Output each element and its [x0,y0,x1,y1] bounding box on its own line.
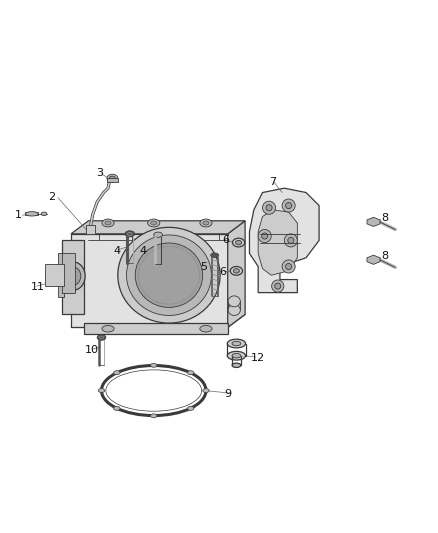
Ellipse shape [232,341,241,346]
Polygon shape [86,225,95,234]
Ellipse shape [61,262,85,290]
Ellipse shape [211,253,219,257]
Ellipse shape [105,221,111,225]
Ellipse shape [236,240,242,245]
Ellipse shape [98,389,105,392]
Polygon shape [71,221,245,234]
Polygon shape [71,314,245,327]
Text: 5: 5 [200,262,207,272]
Ellipse shape [230,266,243,275]
Circle shape [258,230,271,243]
Ellipse shape [200,219,212,227]
Circle shape [288,237,294,244]
Ellipse shape [233,238,245,247]
Polygon shape [250,188,319,293]
Ellipse shape [148,219,160,227]
Circle shape [266,205,272,211]
Ellipse shape [113,371,120,375]
Text: 11: 11 [31,282,45,292]
Polygon shape [58,254,64,297]
Circle shape [272,280,284,292]
Ellipse shape [110,176,115,180]
Ellipse shape [228,304,240,316]
Circle shape [262,201,276,214]
Circle shape [282,199,295,212]
Text: 12: 12 [251,353,265,363]
Polygon shape [84,323,228,334]
Ellipse shape [125,231,134,237]
Polygon shape [107,178,118,182]
Ellipse shape [233,269,240,273]
Ellipse shape [232,353,241,358]
Polygon shape [367,255,380,264]
Polygon shape [228,221,245,327]
Ellipse shape [107,174,118,182]
Text: 7: 7 [269,176,276,187]
Ellipse shape [113,407,120,410]
Text: 2: 2 [48,192,56,202]
Polygon shape [367,217,380,227]
Polygon shape [71,234,228,327]
Polygon shape [62,254,75,293]
Ellipse shape [41,212,47,215]
Polygon shape [62,240,84,314]
Text: 1: 1 [14,210,21,220]
Text: 6: 6 [219,266,226,277]
Ellipse shape [228,296,240,307]
Ellipse shape [203,221,209,225]
Ellipse shape [66,267,81,285]
Ellipse shape [227,339,246,348]
Ellipse shape [135,243,203,308]
Ellipse shape [154,232,162,237]
Ellipse shape [25,212,39,216]
Text: 3: 3 [96,168,103,178]
Polygon shape [258,210,297,275]
Ellipse shape [150,414,157,418]
Circle shape [282,260,295,273]
Ellipse shape [97,335,106,340]
Ellipse shape [118,228,220,323]
Ellipse shape [102,326,114,332]
Text: 9: 9 [225,389,232,399]
Circle shape [286,263,292,270]
Polygon shape [45,264,64,286]
Ellipse shape [102,219,114,227]
Ellipse shape [187,371,194,375]
Text: 4: 4 [114,246,121,256]
Ellipse shape [151,221,157,225]
Ellipse shape [227,351,246,360]
Ellipse shape [203,389,209,392]
Polygon shape [25,212,39,215]
Text: 6: 6 [223,236,230,245]
Text: 8: 8 [381,213,389,223]
Text: 10: 10 [85,345,99,355]
Circle shape [284,234,297,247]
Circle shape [261,233,268,239]
Ellipse shape [127,235,212,316]
Text: 4: 4 [140,246,147,256]
Circle shape [286,203,292,208]
Ellipse shape [150,364,157,367]
Ellipse shape [200,326,212,332]
Circle shape [275,283,281,289]
Ellipse shape [187,407,194,410]
Text: 8: 8 [381,251,389,261]
Ellipse shape [232,363,241,367]
